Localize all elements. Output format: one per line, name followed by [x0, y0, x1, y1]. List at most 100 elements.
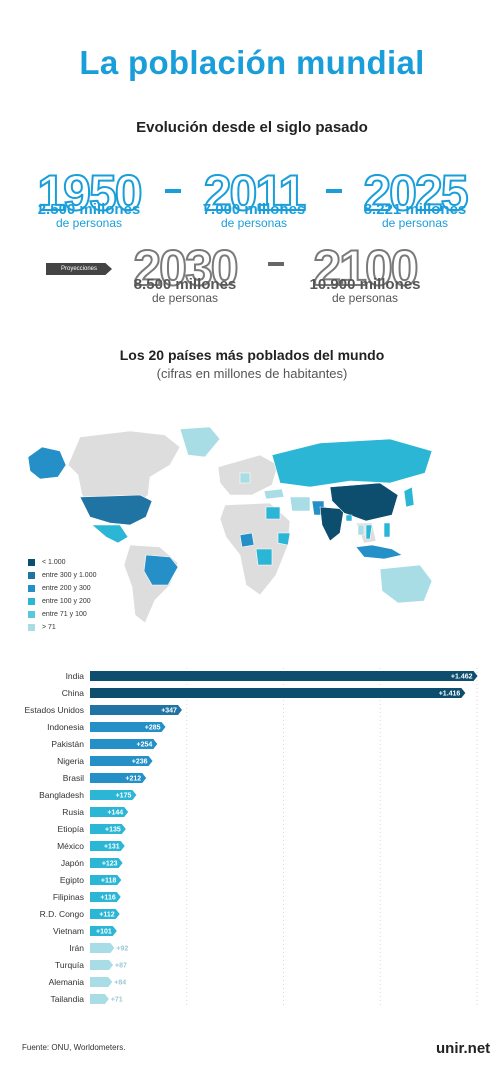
legend-label: < 1.000 [42, 558, 66, 566]
timeline-amount: 8.221 millones [363, 201, 467, 218]
bar-row: Pakistán +254 [51, 739, 158, 749]
legend-label: entre 71 y 100 [42, 610, 87, 618]
bar-row: Brasil +212 [63, 773, 147, 783]
bar-value-label: +135 [105, 827, 121, 834]
legend-label: entre 200 y 300 [42, 584, 91, 592]
bar-row: Filipinas +116 [53, 892, 121, 902]
bar-value-label: +71 [111, 997, 123, 1004]
bar-row: Bangladesh +175 [39, 790, 137, 800]
map-country-japan [403, 486, 415, 508]
timeline-year: 2025 [362, 165, 469, 221]
unir-logo: unir.net [436, 1040, 491, 1057]
bar-value-label: +118 [101, 878, 116, 885]
map-country-usa [79, 494, 153, 526]
bar-row: Nigeria +236 [57, 756, 153, 766]
map-country-egypt [265, 506, 281, 520]
map-country-mexico [91, 524, 129, 544]
timeline-item-2011: 2011 7.000 millones de personas [186, 165, 322, 229]
bar [90, 943, 115, 953]
page-subtitle: Evolución desde el siglo pasado [136, 119, 368, 136]
timeline-amount: 2.500 millones [37, 201, 141, 218]
bar-category-label: Indonesia [47, 722, 84, 732]
legend-swatch [28, 584, 35, 592]
bar-value-label: +101 [96, 929, 112, 936]
legend-label: entre 100 y 200 [42, 597, 91, 605]
timeline-year: 2100 [312, 240, 419, 296]
bar-row: India +1.462 [66, 671, 478, 681]
bar-row: Japón +123 [61, 858, 123, 868]
bar-row: Indonesia +285 [47, 722, 166, 732]
bar [90, 841, 125, 851]
bar-value-label: +87 [115, 963, 127, 970]
bar [90, 705, 182, 715]
bar-row: Etiopía +135 [58, 824, 126, 834]
bar [90, 858, 123, 868]
map-country-dr-congo [255, 548, 273, 566]
bar [90, 824, 126, 834]
bar [90, 790, 137, 800]
map-region-greenland [179, 426, 221, 458]
map-country-alaska [27, 446, 67, 480]
map-country-germany [239, 472, 251, 484]
bar [90, 722, 166, 732]
legend-item: entre 300 y 1.000 [28, 569, 97, 581]
legend-label: entre 300 y 1.000 [42, 571, 97, 579]
bar-value-label: +123 [102, 861, 118, 868]
timeline-item-1950: 1950 2.500 millones de personas [25, 167, 153, 230]
map-country-philippines [383, 522, 391, 538]
source-note: Fuente: ONU, Worldometers. [22, 1043, 126, 1052]
timeline-item-2100: 2100 10.900 millones de personas [298, 240, 432, 305]
timeline-unit: de personas [55, 216, 123, 230]
timeline-item-2030: 2030 8.500 millones de personas [118, 242, 252, 304]
bar-value-label: +144 [107, 810, 123, 817]
timeline-amount: 7.000 millones [202, 201, 306, 218]
timeline-unit: de personas [331, 291, 399, 305]
map-region-africa [219, 502, 291, 596]
bar [90, 671, 478, 681]
map-title: Los 20 países más poblados del mundo [119, 347, 385, 363]
bar-value-label: +236 [132, 759, 148, 766]
bar-row: Rusia +144 [62, 807, 129, 817]
bar-category-label: Irán [69, 943, 84, 953]
timeline-amount: 10.900 millones [309, 276, 421, 293]
timeline-unit: de personas [381, 216, 449, 230]
bar-value-label: +84 [114, 980, 126, 987]
map-country-bangladesh [345, 514, 353, 522]
bar-category-label: India [66, 671, 85, 681]
bar-value-label: +347 [161, 708, 177, 715]
bar [90, 909, 120, 919]
bar [90, 773, 147, 783]
bar-category-label: Bangladesh [39, 790, 84, 800]
bar-category-label: Brasil [63, 773, 84, 783]
legend-item: entre 200 y 300 [28, 582, 97, 594]
map-country-nigeria [239, 532, 255, 548]
map-country-ethiopia [277, 532, 291, 546]
timeline-year: 2011 [203, 165, 307, 221]
legend-swatch [28, 610, 35, 618]
bar-value-label: +112 [99, 912, 114, 919]
bar-value-label: +254 [137, 742, 153, 749]
bar-category-label: R.D. Congo [40, 909, 85, 919]
bar-row: Turquía +87 [55, 960, 127, 970]
map-country-india [319, 506, 345, 542]
bar [90, 926, 117, 936]
bar-category-label: China [62, 688, 84, 698]
map-country-brazil [143, 554, 179, 586]
map-country-china [329, 482, 399, 522]
bar-row: Irán +92 [69, 943, 128, 953]
bar-row: Egipto +118 [60, 875, 122, 885]
bar [90, 960, 114, 970]
bar-category-label: Pakistán [51, 739, 84, 749]
map-legend: < 1.000 entre 300 y 1.000 entre 200 y 30… [28, 556, 97, 634]
bar-row: Alemania +84 [49, 977, 126, 987]
legend-item: > 71 [28, 621, 97, 633]
timeline-separator [165, 189, 181, 193]
legend-item: < 1.000 [28, 556, 97, 568]
bar-category-label: Egipto [60, 875, 84, 885]
bar-row: R.D. Congo +112 [40, 909, 120, 919]
legend-item: entre 100 y 200 [28, 595, 97, 607]
bar-category-label: México [57, 841, 84, 851]
map-region-australia [379, 564, 433, 604]
legend-label: > 71 [42, 623, 56, 631]
bar [90, 994, 109, 1004]
